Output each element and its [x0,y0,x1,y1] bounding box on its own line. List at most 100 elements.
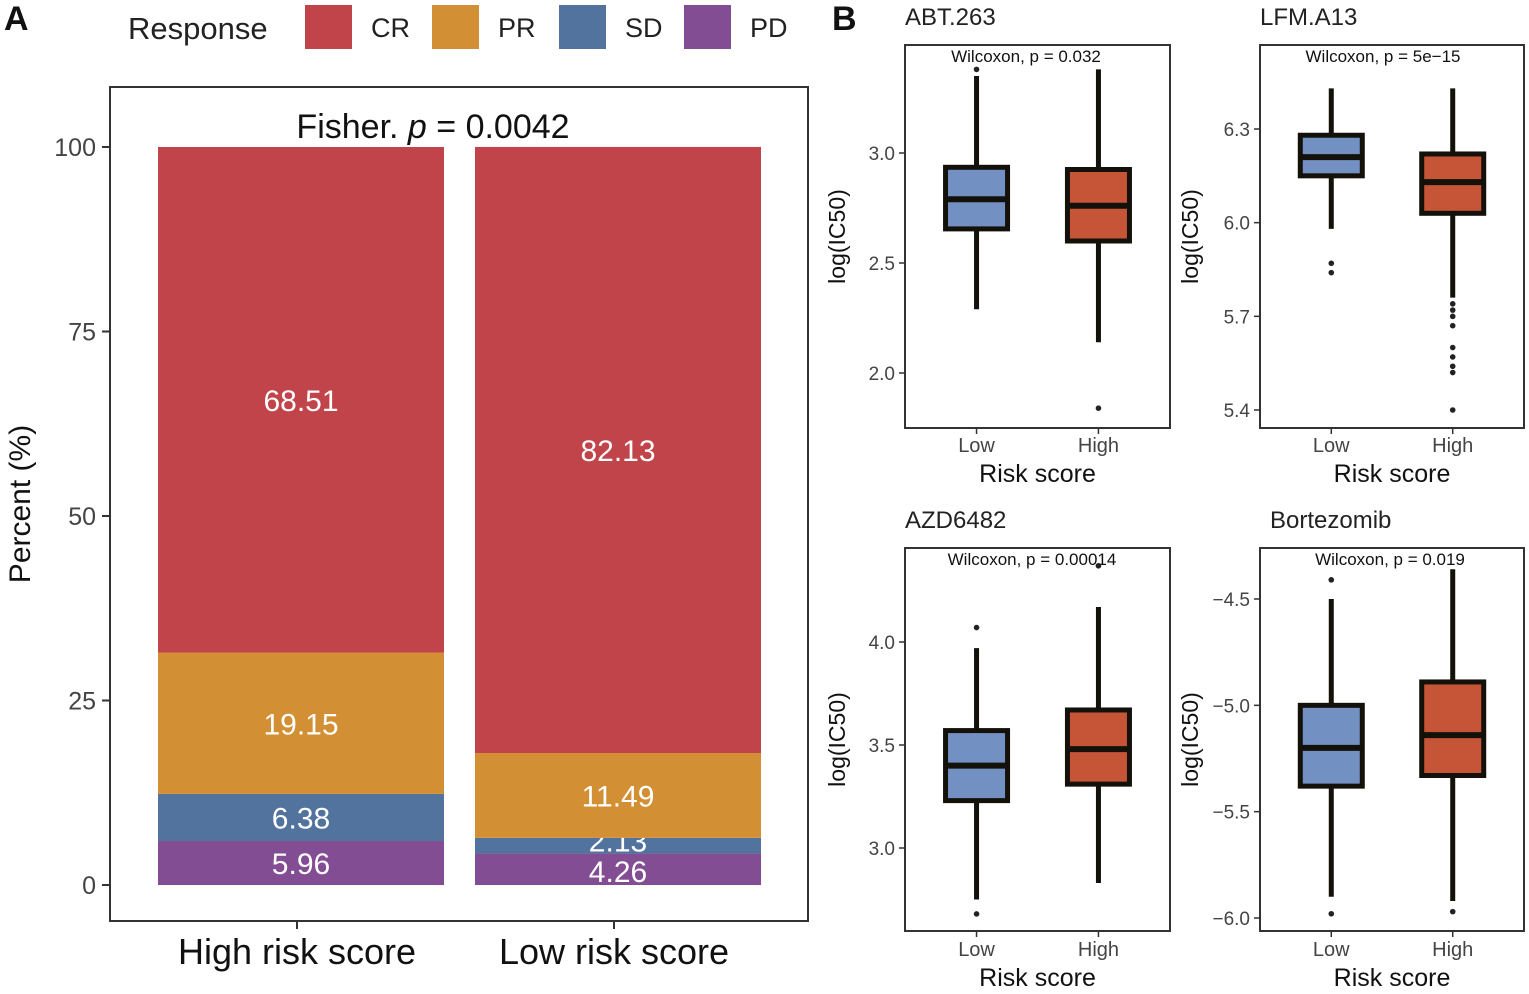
fisher-annotation-p: p [407,108,427,146]
outlier-point [1449,354,1456,360]
bar-segment-pr [475,753,761,838]
y-tick-label: −4.5 [1212,590,1250,611]
bar-segment-sd [158,793,444,842]
outlier-point [973,624,980,631]
boxplot-bortezomib: Bortezomib Wilcoxon, p = 0.019 −4.5 −5.0 −5.… [1177,507,1525,992]
data-label: 5.96 [272,848,330,881]
bar-segment-sd [475,837,761,854]
fisher-annotation-value: = 0.0042 [427,108,570,146]
x-tick-label: High risk score [178,931,416,972]
y-tick-label: 2.5 [869,254,895,275]
panel-label-b: B [832,0,857,38]
bar-segment-pd [475,853,761,885]
outlier-point [1095,562,1102,569]
boxplot-title: ABT.263 [905,4,996,31]
legend-label-cr: CR [371,13,410,43]
wilcoxon-annotation: Wilcoxon, p = 0.032 [951,47,1101,66]
bar-segment-cr [475,146,761,754]
data-label: 11.49 [582,780,655,813]
legend: Response CR PR SD PD [128,5,788,49]
wilcoxon-annotation: Wilcoxon, p = 0.019 [1315,550,1465,569]
outlier-point [1449,369,1456,376]
outlier-point [1449,363,1456,370]
y-tick-label: 75 [68,319,96,347]
outlier-point [1449,307,1456,313]
boxplot-azd6482: AZD6482 Wilcoxon, p = 0.00014 3.0 3.5 4.0 log… [824,507,1171,992]
fisher-annotation: Fisher. p = 0.0042 [296,108,569,146]
outlier-point [1449,407,1456,413]
legend-label-pr: PR [498,13,536,43]
plot-frame [904,44,1171,429]
y-axis-label: log(IC50) [1177,692,1203,787]
y-tick-label: 2.0 [869,364,895,385]
y-axis-label: log(IC50) [824,692,850,787]
y-tick-label: 3.0 [869,144,895,165]
legend-label-pd: PD [750,13,788,43]
plot-frame-a [109,86,809,922]
bar-segment-pd [158,841,444,885]
bar-segment-pr [158,652,444,794]
x-tick-label: Low [1313,939,1350,961]
outlier-point [973,911,980,917]
y-tick-label: −5.0 [1212,696,1250,717]
y-tick-label: −6.0 [1212,909,1250,930]
outlier-point [1328,260,1335,267]
y-axis-label: Percent (%) [4,425,37,583]
x-tick-label: Low [1313,435,1350,457]
x-tick-label: Low risk score [499,931,729,972]
data-label: 82.13 [580,435,655,468]
box-high [1419,679,1487,779]
boxplot-title: AZD6482 [905,507,1006,534]
panel-label-a: A [4,0,29,38]
data-label: 19.15 [263,708,338,741]
y-tick-label: 3.5 [869,736,895,757]
boxplot-abt-263: ABT.263 Wilcoxon, p = 0.032 2.0 2.5 3.0 log(I… [824,4,1171,488]
wilcoxon-annotation: Wilcoxon, p = 0.00014 [948,550,1117,569]
outlier-point [1449,322,1456,329]
plot-frame [1259,547,1525,932]
y-tick-label: 4.0 [869,633,895,654]
y-tick-label: 6.3 [1224,120,1250,141]
boxplot-lfm-a13: LFM.A13 Wilcoxon, p = 5e−15 5.4 5.7 6.0 6.3 lo… [1177,4,1525,488]
x-axis-label: Risk score [979,964,1096,992]
legend-label-sd: SD [625,13,663,43]
x-axis-label: Risk score [1334,964,1451,992]
y-axis-label: log(IC50) [1177,189,1203,284]
legend-swatch-sd [559,5,606,49]
legend-swatch-pd [684,5,731,49]
boxplot-title: Bortezomib [1270,507,1391,534]
y-tick-label: 50 [68,503,96,531]
stacked-bar-chart: 0 25 50 75 100 Percent (%) 5.96 6.38 19.15 68.51 H… [4,86,809,972]
x-tick-label: High [1432,435,1473,457]
y-tick-label: 5.4 [1224,401,1251,422]
wilcoxon-annotation: Wilcoxon, p = 5e−15 [1306,47,1461,66]
outlier-point [1449,908,1456,915]
outlier-point [1095,405,1102,412]
plot-frame [1259,44,1525,429]
boxplot-title: LFM.A13 [1260,4,1357,31]
outlier-point [1328,577,1335,583]
y-tick-label: 0 [82,872,96,900]
x-tick-label: Low [958,435,995,457]
data-label: 6.38 [272,802,330,835]
y-axis-label: log(IC50) [824,189,850,284]
data-label: 4.26 [589,856,647,889]
boxplot-grid: ABT.263 Wilcoxon, p = 0.032 2.0 2.5 3.0 log(I… [824,4,1525,992]
y-tick-label: 25 [68,688,96,716]
x-axis-label: Risk score [979,460,1096,488]
y-tick-label: 6.0 [1224,214,1250,235]
x-tick-label: High [1078,435,1119,457]
data-label: 68.51 [263,385,338,418]
legend-swatch-pr [432,5,479,49]
y-tick-label: 5.7 [1224,307,1250,328]
x-axis-label: Risk score [1334,460,1451,488]
outlier-point [1328,910,1335,917]
plot-frame [904,547,1171,932]
x-tick-label: Low [958,939,995,961]
outlier-point [1449,301,1456,307]
x-tick-label: High [1078,939,1119,961]
legend-title: Response [128,11,268,46]
x-tick-label: High [1432,939,1473,961]
y-tick-label: 100 [54,134,96,162]
